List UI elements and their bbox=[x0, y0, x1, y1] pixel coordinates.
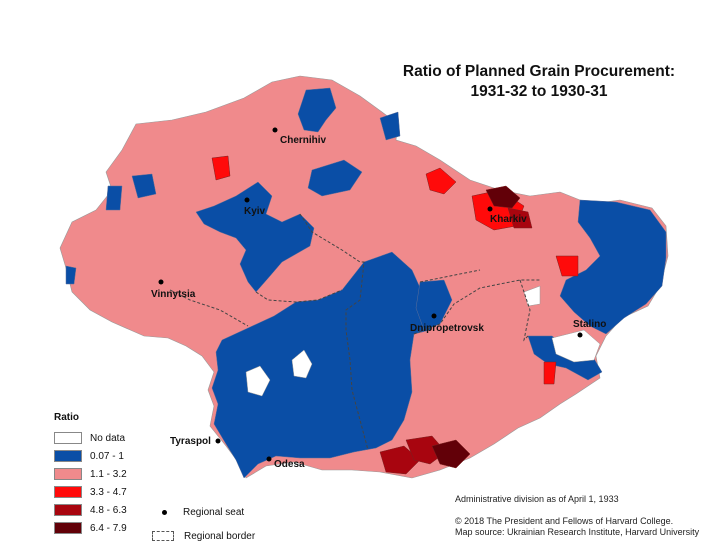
legend-item-2: 1.1 - 3.2 bbox=[54, 465, 127, 483]
odesa-label: Odesa bbox=[274, 459, 305, 470]
kyiv-dot bbox=[244, 197, 250, 203]
west-blue-edge bbox=[65, 265, 77, 285]
east-blue-region bbox=[559, 199, 667, 335]
legend-item-4: 4.8 - 6.3 bbox=[54, 501, 127, 519]
legend-swatch bbox=[54, 432, 82, 444]
legend-label: No data bbox=[90, 432, 126, 444]
legend-label: 3.3 - 4.7 bbox=[90, 486, 127, 498]
vinnytsia-label: Vinnytsia bbox=[151, 289, 196, 300]
border-dash-icon bbox=[152, 531, 174, 541]
west-blue-patch bbox=[131, 173, 157, 199]
vinnytsia-dot bbox=[158, 279, 164, 285]
legend-label: 6.4 - 7.9 bbox=[90, 522, 127, 534]
chernihiv-label: Chernihiv bbox=[280, 135, 327, 146]
north-blue-strip bbox=[297, 87, 337, 133]
legend-item-no-data: No data bbox=[54, 429, 127, 447]
legend-regional-seat: Regional seat bbox=[152, 500, 255, 524]
legend-seat-label: Regional seat bbox=[183, 506, 245, 518]
symbol-legend: Regional seat Regional border bbox=[152, 500, 255, 548]
red-regions bbox=[211, 155, 579, 475]
source-line: Map source: Ukrainian Research Institute… bbox=[455, 527, 700, 537]
legend-item-1: 0.07 - 1 bbox=[54, 447, 127, 465]
dnipropetrovsk-dot bbox=[431, 313, 437, 319]
seat-dot-icon bbox=[162, 509, 167, 515]
regional-borders bbox=[169, 213, 540, 451]
no-data-areas bbox=[245, 285, 601, 397]
map-title: Ratio of Planned Grain Procurement: 1931… bbox=[374, 62, 704, 102]
legend-item-5: 6.4 - 7.9 bbox=[54, 519, 127, 537]
legend-border-label: Regional border bbox=[184, 530, 256, 542]
stalino-label: Stalino bbox=[573, 319, 606, 330]
chernihiv-dot bbox=[272, 127, 278, 133]
credits: © 2018 The President and Fellows of Harv… bbox=[455, 516, 699, 538]
legend-label: 0.07 - 1 bbox=[90, 450, 124, 462]
south-blue-region bbox=[211, 251, 441, 479]
dnipropetrovsk-label: Dnipropetrovsk bbox=[410, 323, 484, 334]
legend-swatch bbox=[54, 450, 82, 462]
stalino-dot bbox=[577, 332, 583, 338]
legend-item-3: 3.3 - 4.7 bbox=[54, 483, 127, 501]
title-line-2: 1931-32 to 1930-31 bbox=[470, 83, 608, 100]
kyiv-label: Kyiv bbox=[244, 206, 266, 217]
legend-title: Ratio bbox=[54, 412, 79, 423]
regional-seats: Chernihiv Kyiv Kharkiv Vinnytsia Dniprop… bbox=[151, 127, 606, 470]
tyraspol-dot bbox=[215, 438, 221, 444]
legend-label: 1.1 - 3.2 bbox=[90, 468, 127, 480]
admin-division-note: Administrative division as of April 1, 1… bbox=[455, 494, 619, 504]
northeast-blue bbox=[379, 111, 401, 141]
west-blue-spot bbox=[105, 185, 123, 211]
legend-swatch bbox=[54, 486, 82, 498]
legend-swatch bbox=[54, 504, 82, 516]
north-central-blue bbox=[307, 159, 363, 197]
legend-regional-border: Regional border bbox=[152, 524, 255, 548]
title-line-1: Ratio of Planned Grain Procurement: bbox=[402, 63, 676, 80]
central-blue-region bbox=[195, 181, 315, 293]
legend: Ratio No data 0.07 - 1 1.1 - 3.2 3.3 - 4… bbox=[54, 412, 127, 537]
legend-label: 4.8 - 6.3 bbox=[90, 504, 127, 516]
copyright-line: © 2018 The President and Fellows of Harv… bbox=[455, 516, 674, 526]
legend-swatch bbox=[54, 522, 82, 534]
legend-swatch bbox=[54, 468, 82, 480]
kharkiv-dot bbox=[487, 206, 493, 212]
odesa-dot bbox=[266, 456, 272, 462]
tyraspol-label: Tyraspol bbox=[170, 436, 211, 447]
kharkiv-label: Kharkiv bbox=[490, 214, 527, 225]
